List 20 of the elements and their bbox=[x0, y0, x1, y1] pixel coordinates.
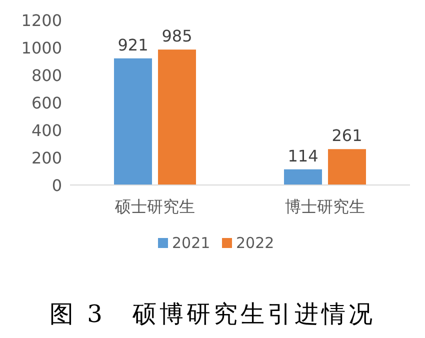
data-label: 921 bbox=[118, 35, 148, 54]
caption: 图 3 硕博研究生引进情况 bbox=[50, 300, 376, 328]
bar bbox=[114, 58, 152, 185]
y-tick-label: 1000 bbox=[21, 38, 62, 58]
legend-label: 2022 bbox=[236, 234, 274, 252]
y-tick-label: 0 bbox=[52, 176, 62, 195]
data-label: 114 bbox=[288, 146, 318, 166]
data-label: 985 bbox=[162, 26, 192, 46]
x-tick-label: 博士研究生 bbox=[285, 197, 365, 216]
y-tick-label: 800 bbox=[31, 66, 62, 85]
y-tick-label: 600 bbox=[31, 94, 62, 112]
bar bbox=[284, 169, 322, 185]
y-tick-label: 400 bbox=[31, 121, 62, 140]
legend-label: 2021 bbox=[172, 234, 210, 252]
y-tick-label: 200 bbox=[31, 148, 62, 168]
bar bbox=[158, 50, 196, 185]
data-label: 261 bbox=[332, 126, 362, 146]
y-tick-label: 1200 bbox=[21, 11, 62, 30]
x-tick-label: 硕士研究生 bbox=[114, 197, 195, 216]
bar bbox=[328, 149, 366, 185]
